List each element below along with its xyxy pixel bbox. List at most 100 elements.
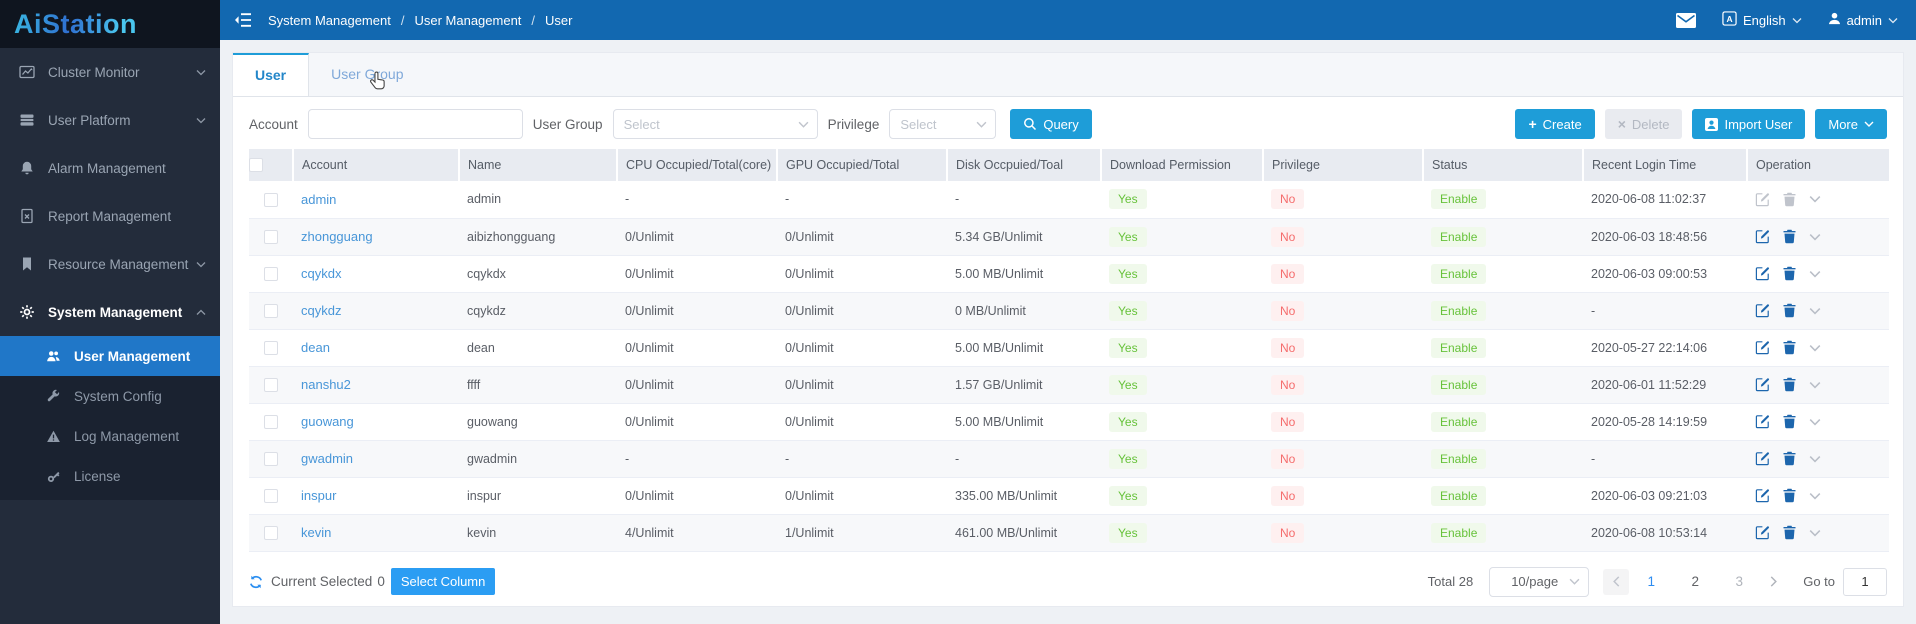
edit-icon[interactable] bbox=[1755, 525, 1770, 540]
search-icon bbox=[1024, 118, 1037, 131]
user-menu[interactable]: admin bbox=[1828, 12, 1898, 28]
status-badge-cell: Enable bbox=[1423, 403, 1583, 441]
select-all-checkbox[interactable] bbox=[249, 158, 263, 173]
operation-cell bbox=[1747, 440, 1889, 478]
expand-row-icon[interactable] bbox=[1809, 307, 1821, 315]
page-number-2[interactable]: 2 bbox=[1691, 574, 1699, 589]
row-checkbox[interactable] bbox=[264, 488, 278, 503]
operation-icons bbox=[1755, 377, 1889, 392]
delete-icon[interactable] bbox=[1782, 340, 1797, 355]
row-checkbox[interactable] bbox=[264, 340, 278, 355]
delete-icon[interactable] bbox=[1782, 377, 1797, 392]
expand-row-icon[interactable] bbox=[1809, 195, 1821, 203]
more-button[interactable]: More bbox=[1815, 109, 1887, 139]
page-number-1[interactable]: 1 bbox=[1647, 574, 1655, 589]
account-link[interactable]: zhongguang bbox=[301, 229, 373, 244]
delete-icon[interactable] bbox=[1782, 266, 1797, 281]
sidebar-item-label: Report Management bbox=[48, 208, 172, 224]
edit-icon[interactable] bbox=[1755, 414, 1770, 429]
next-page-button[interactable] bbox=[1761, 569, 1787, 595]
account-link[interactable]: kevin bbox=[301, 525, 332, 540]
delete-icon[interactable] bbox=[1782, 192, 1797, 207]
expand-row-icon[interactable] bbox=[1809, 492, 1821, 500]
sidebar-item-user-management[interactable]: User Management bbox=[0, 336, 220, 376]
expand-row-icon[interactable] bbox=[1809, 344, 1821, 352]
operation-cell bbox=[1747, 403, 1889, 441]
row-checkbox[interactable] bbox=[264, 451, 278, 466]
table-row: admin admin - - - Yes No Enable 2020-06-08 11:02… bbox=[249, 181, 1889, 219]
sidebar-item-license[interactable]: License bbox=[0, 456, 220, 496]
breadcrumb-item-user[interactable]: User bbox=[545, 12, 573, 28]
collapse-menu-icon[interactable] bbox=[234, 13, 252, 27]
cpu-cell: - bbox=[617, 440, 777, 478]
page-number-3[interactable]: 3 bbox=[1735, 574, 1743, 589]
expand-row-icon[interactable] bbox=[1809, 381, 1821, 389]
account-link[interactable]: guowang bbox=[301, 414, 354, 429]
expand-row-icon[interactable] bbox=[1809, 233, 1821, 241]
delete-icon[interactable] bbox=[1782, 525, 1797, 540]
select-column-button[interactable]: Select Column bbox=[390, 568, 496, 595]
sidebar-item-label: Alarm Management bbox=[48, 160, 166, 176]
goto-page-input[interactable] bbox=[1843, 567, 1887, 596]
edit-icon[interactable] bbox=[1755, 451, 1770, 466]
edit-icon[interactable] bbox=[1755, 229, 1770, 244]
edit-icon[interactable] bbox=[1755, 488, 1770, 503]
page-size-select[interactable]: 10/page bbox=[1489, 566, 1590, 597]
operation-cell bbox=[1747, 366, 1889, 404]
row-checkbox[interactable] bbox=[264, 377, 278, 392]
account-link[interactable]: admin bbox=[301, 191, 337, 207]
sidebar-item-cluster-monitor[interactable]: Cluster Monitor bbox=[0, 48, 220, 96]
edit-icon[interactable] bbox=[1755, 192, 1770, 207]
breadcrumb-item-user-management[interactable]: User Management bbox=[414, 12, 522, 28]
sidebar-item-system-management[interactable]: System Management bbox=[0, 288, 220, 336]
privilege-badge: No bbox=[1271, 485, 1305, 506]
query-button[interactable]: Query bbox=[1010, 109, 1092, 139]
sidebar-item-resource-management[interactable]: Resource Management bbox=[0, 240, 220, 288]
tab-user-group[interactable]: User Group bbox=[331, 66, 404, 82]
mail-icon[interactable] bbox=[1675, 12, 1696, 28]
row-checkbox[interactable] bbox=[264, 414, 278, 429]
account-link[interactable]: dean bbox=[301, 340, 330, 355]
delete-button[interactable]: × Delete bbox=[1604, 109, 1683, 139]
account-link[interactable]: cqykdx bbox=[301, 266, 342, 281]
edit-icon[interactable] bbox=[1755, 377, 1770, 392]
row-checkbox[interactable] bbox=[264, 525, 278, 540]
refresh-icon[interactable] bbox=[249, 575, 263, 589]
expand-row-icon[interactable] bbox=[1809, 270, 1821, 278]
account-link[interactable]: gwadmin bbox=[301, 451, 354, 466]
privilege-badge-cell: No bbox=[1263, 255, 1423, 293]
user-group-select[interactable]: Select bbox=[612, 109, 818, 139]
sidebar-item-system-config[interactable]: System Config bbox=[0, 376, 220, 416]
delete-icon[interactable] bbox=[1782, 414, 1797, 429]
edit-icon[interactable] bbox=[1755, 303, 1770, 318]
expand-row-icon[interactable] bbox=[1809, 418, 1821, 426]
sidebar-item-alarm-management[interactable]: Alarm Management bbox=[0, 144, 220, 192]
account-input[interactable] bbox=[307, 109, 523, 139]
row-checkbox[interactable] bbox=[264, 192, 278, 207]
row-checkbox[interactable] bbox=[264, 266, 278, 281]
language-switcher[interactable]: A English bbox=[1722, 11, 1802, 29]
expand-row-icon[interactable] bbox=[1809, 455, 1821, 463]
account-link[interactable]: inspur bbox=[301, 488, 337, 503]
delete-icon[interactable] bbox=[1782, 451, 1797, 466]
edit-icon[interactable] bbox=[1755, 266, 1770, 281]
prev-page-button[interactable] bbox=[1603, 568, 1630, 595]
edit-icon[interactable] bbox=[1755, 340, 1770, 355]
row-checkbox[interactable] bbox=[264, 303, 278, 318]
delete-icon[interactable] bbox=[1782, 303, 1797, 318]
expand-row-icon[interactable] bbox=[1809, 529, 1821, 537]
delete-icon[interactable] bbox=[1782, 488, 1797, 503]
delete-icon[interactable] bbox=[1782, 229, 1797, 244]
create-button[interactable]: + Create bbox=[1515, 109, 1595, 139]
tab-user[interactable]: User bbox=[233, 53, 310, 96]
privilege-select[interactable]: Select bbox=[889, 109, 997, 139]
sidebar-item-report-management[interactable]: Report Management bbox=[0, 192, 220, 240]
account-link[interactable]: cqykdz bbox=[301, 303, 342, 318]
breadcrumb-item-system-management[interactable]: System Management bbox=[268, 12, 391, 28]
sidebar-item-log-management[interactable]: Log Management bbox=[0, 416, 220, 456]
table-row: nanshu2 ffff 0/Unlimit 0/Unlimit 1.57 GB/Unl… bbox=[249, 366, 1889, 404]
row-checkbox[interactable] bbox=[264, 229, 278, 244]
sidebar-item-user-platform[interactable]: User Platform bbox=[0, 96, 220, 144]
import-user-button[interactable]: Import User bbox=[1692, 109, 1806, 139]
account-link[interactable]: nanshu2 bbox=[301, 377, 351, 392]
